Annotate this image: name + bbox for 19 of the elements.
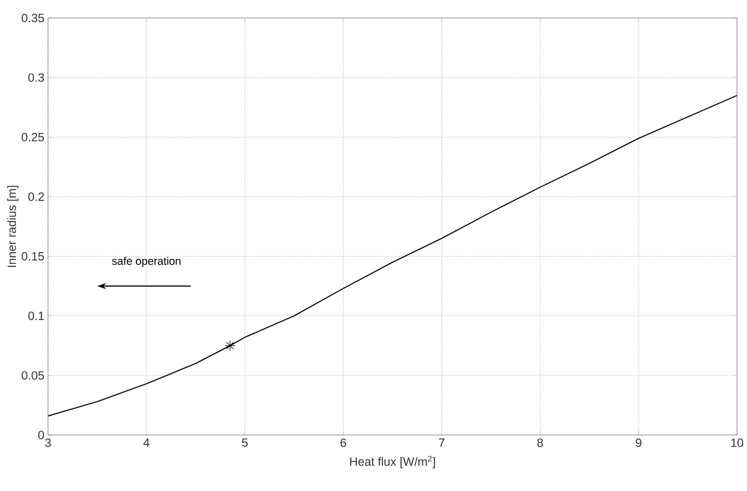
- x-tick-label: 5: [242, 438, 248, 447]
- x-axis-title: Heat flux [W/m$^{2}$]: [350, 456, 435, 468]
- y-axis-title: Inner radius [m]: [7, 186, 18, 267]
- x-tick-label: 4: [143, 438, 150, 447]
- x-tick-label: 7: [439, 438, 444, 447]
- annotation: safe operation: [112, 256, 180, 268]
- y-tick-label: 0.25: [22, 132, 44, 142]
- y-tick-label: 0.1: [28, 312, 44, 320]
- y-tick-label: 0.3: [28, 73, 44, 82]
- y-tick-label: 0: [38, 430, 44, 440]
- x-tick-label: 3: [45, 438, 51, 447]
- y-tick-label: 0.15: [22, 252, 44, 261]
- x-tick-label: 6: [340, 438, 346, 447]
- y-tick-label: 0.2: [28, 192, 44, 201]
- x-tick-label: 8: [537, 438, 543, 447]
- y-tick-label: 0.05: [22, 371, 44, 380]
- y-tick-label: 0.35: [22, 14, 44, 22]
- x-tick-label: 10: [731, 438, 744, 447]
- x-tick-label: 9: [636, 438, 642, 447]
